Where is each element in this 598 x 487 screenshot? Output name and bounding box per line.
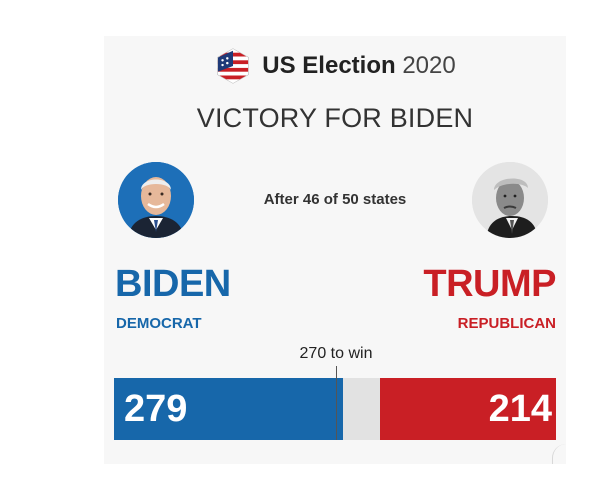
- biden-party: DEMOCRAT: [116, 315, 202, 332]
- states-counted-note: After 46 of 50 states: [263, 191, 407, 208]
- trump-party: REPUBLICAN: [457, 315, 556, 332]
- biden-electoral-votes: 279: [124, 388, 188, 430]
- trump-vote-segment: [380, 378, 556, 440]
- election-header: US Election 2020: [104, 46, 566, 86]
- headline: VICTORY FOR BIDEN: [196, 103, 474, 133]
- brand-title: US Election 2020: [262, 52, 455, 80]
- us-election-shield-icon: [217, 48, 249, 84]
- trump-electoral-votes: 214: [488, 388, 552, 430]
- biden-name: BIDEN: [115, 263, 231, 305]
- biden-vote-segment-beyond-threshold: [337, 378, 343, 440]
- trump-portrait-icon: [472, 162, 548, 238]
- threshold-label: 270 to win: [299, 345, 373, 362]
- biden-vote-segment: [114, 378, 336, 440]
- biden-portrait-icon: [118, 162, 194, 238]
- brand-year: 2020: [402, 52, 456, 79]
- threshold-marker: [336, 366, 337, 440]
- brand-name: US Election: [262, 52, 396, 79]
- trump-name: TRUMP: [423, 263, 556, 305]
- card-corner-decoration: [552, 444, 567, 464]
- electoral-vote-bar: [114, 378, 556, 440]
